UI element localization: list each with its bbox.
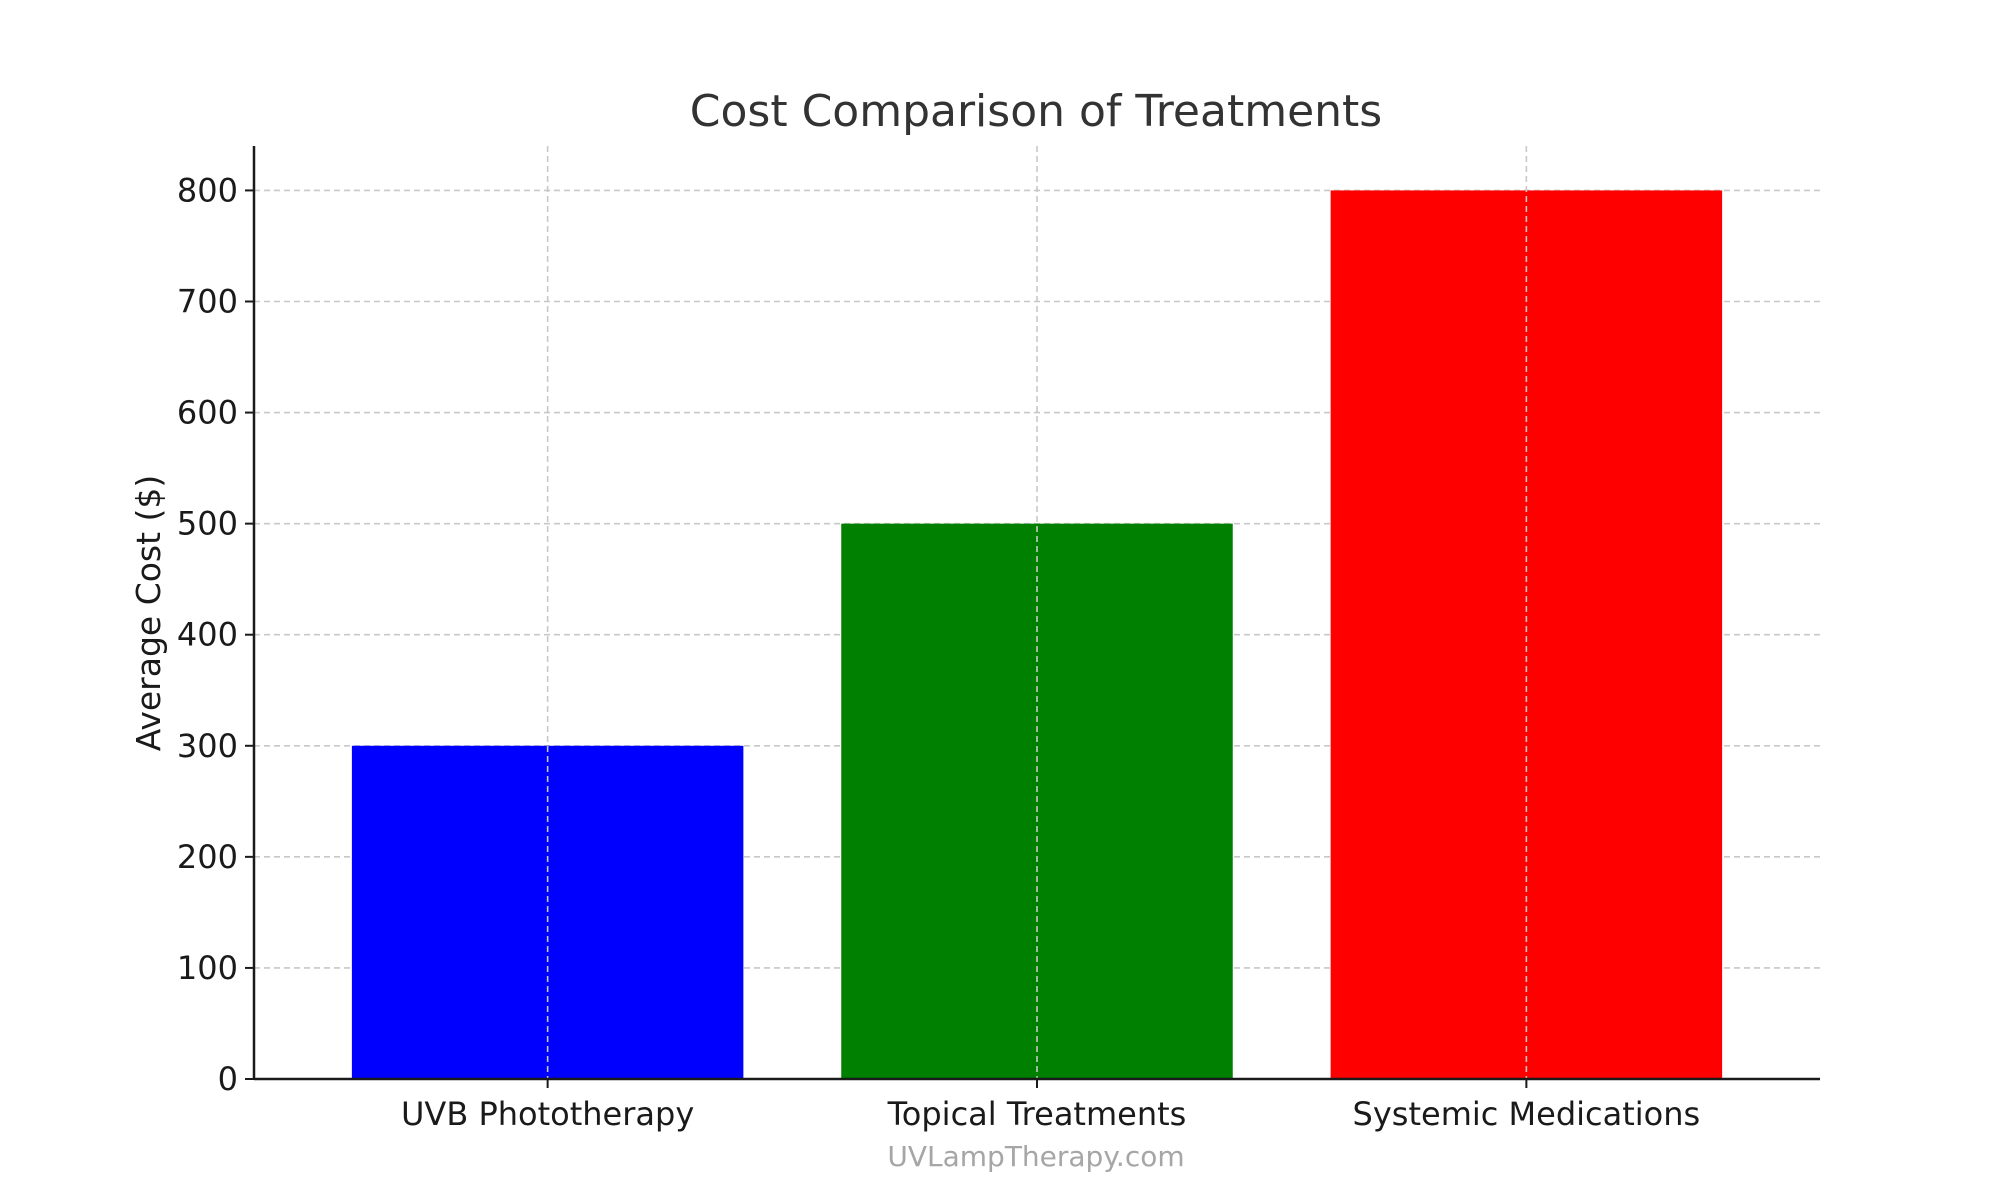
chart-title: Cost Comparison of Treatments [690,86,1382,137]
y-axis-label: Average Cost ($) [129,475,168,752]
y-tick-label: 100 [177,949,238,987]
watermark: UVLampTherapy.com [887,1140,1184,1173]
y-tick-label: 800 [177,171,238,209]
bar-systemic-medications [1330,190,1723,1079]
x-tick-label: Topical Treatments [887,1095,1187,1133]
vertical-grid-lines [546,146,1528,1079]
y-tick-label: 600 [177,394,238,432]
y-tick-label: 700 [177,283,238,321]
x-axis-ticks: UVB Phototherapy Topical Treatments System… [401,1079,1700,1133]
y-axis-ticks: 0 100 200 300 400 500 600 700 800 [177,171,254,1098]
y-tick-label: 500 [177,505,238,543]
y-tick-label: 0 [218,1060,238,1098]
y-tick-label: 300 [177,727,238,765]
x-tick-label: Systemic Medications [1353,1095,1701,1133]
y-tick-label: 200 [177,838,238,876]
x-tick-label: UVB Phototherapy [401,1095,694,1133]
y-tick-label: 400 [177,616,238,654]
